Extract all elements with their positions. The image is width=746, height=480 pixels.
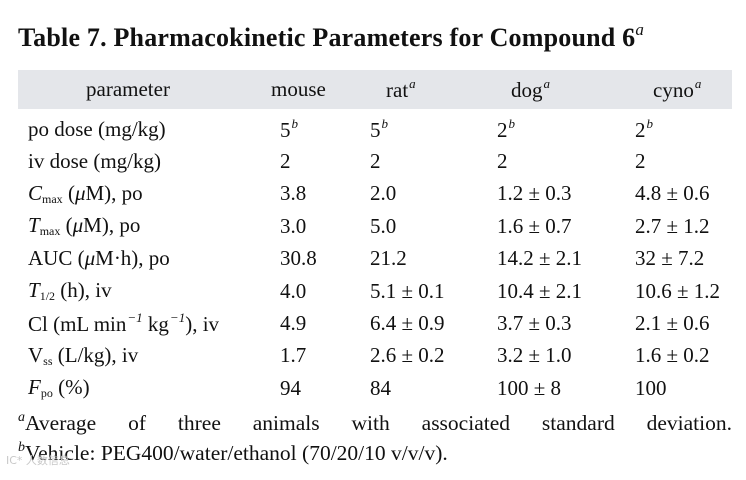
table-row: T1/2 (h), iv 4.0 5.1 ± 0.1 10.4 ± 2.1 10.6 ±… xyxy=(18,275,732,307)
value-cell: 94 xyxy=(280,375,301,400)
value-cell: 3.0 xyxy=(280,213,307,238)
value-cell: 1.7 xyxy=(280,343,307,368)
value-cell: 1.6 ± 0.7 xyxy=(497,213,572,238)
value-cell: 100 xyxy=(635,375,667,400)
value-cell: 5b xyxy=(370,115,388,142)
table-row: Cl (mL min−1 kg−1), iv 4.9 6.4 ± 0.9 3.7 ± … xyxy=(18,307,732,339)
value-cell: 2 xyxy=(370,149,381,174)
value-cell: 3.2 ± 1.0 xyxy=(497,343,572,368)
col-header-rat: rata xyxy=(386,76,416,102)
value-cell: 5.1 ± 0.1 xyxy=(370,278,445,303)
value-cell: 5.0 xyxy=(370,213,397,238)
watermark: IC* 人数信息 xyxy=(6,454,70,467)
value-cell: 2b xyxy=(497,115,515,142)
value-cell: 2 xyxy=(635,149,646,174)
table-row: Vss (L/kg), iv 1.7 2.6 ± 0.2 3.2 ± 1.0 1.6 ±… xyxy=(18,340,732,372)
param-cell: Tmax (μM), po xyxy=(28,213,141,239)
value-cell: 2 xyxy=(280,149,291,174)
table-row: AUC (μM·h), po 30.8 21.2 14.2 ± 2.1 32 ± 7.2 xyxy=(18,243,732,275)
value-cell: 2.1 ± 0.6 xyxy=(635,311,710,336)
value-cell: 84 xyxy=(370,375,391,400)
param-cell: Vss (L/kg), iv xyxy=(28,342,139,368)
value-cell: 6.4 ± 0.9 xyxy=(370,311,445,336)
pk-table: parameter mouse rata doga cynoa po dose … xyxy=(18,70,732,405)
value-cell: 2.6 ± 0.2 xyxy=(370,343,445,368)
param-cell: AUC (μM·h), po xyxy=(28,246,170,271)
col-header-dog: doga xyxy=(511,76,550,102)
table-title-text: Table 7. Pharmacokinetic Parameters for … xyxy=(18,23,636,52)
param-cell: Fpo (%) xyxy=(28,375,90,401)
table-title: Table 7. Pharmacokinetic Parameters for … xyxy=(18,20,644,53)
table-header: parameter mouse rata doga cynoa xyxy=(18,70,732,109)
value-cell: 5b xyxy=(280,115,298,142)
value-cell: 2.0 xyxy=(370,181,397,206)
value-cell: 10.6 ± 1.2 xyxy=(635,278,721,303)
table-row: po dose (mg/kg) 5b 5b 2b 2b xyxy=(18,109,732,145)
param-cell: Cl (mL min−1 kg−1), iv xyxy=(28,310,220,337)
param-cell: iv dose (mg/kg) xyxy=(28,149,161,174)
table-row: Tmax (μM), po 3.0 5.0 1.6 ± 0.7 2.7 ± 1.2 xyxy=(18,210,732,242)
col-header-parameter: parameter xyxy=(86,77,170,101)
value-cell: 100 ± 8 xyxy=(497,375,562,400)
value-cell: 3.8 xyxy=(280,181,307,206)
table-row: Fpo (%) 94 84 100 ± 8 100 xyxy=(18,372,732,404)
value-cell: 4.9 xyxy=(280,311,307,336)
param-cell: po dose (mg/kg) xyxy=(28,116,166,141)
table-row: iv dose (mg/kg) 2 2 2 2 xyxy=(18,145,732,177)
footnote-b: bVehicle: PEG400/water/ethanol (70/20/10… xyxy=(18,440,448,465)
value-cell: 4.8 ± 0.6 xyxy=(635,181,710,206)
footnote-a: aAverage of three animals with associate… xyxy=(18,410,732,435)
value-cell: 21.2 xyxy=(370,246,407,271)
value-cell: 10.4 ± 2.1 xyxy=(497,278,583,303)
table-body: po dose (mg/kg) 5b 5b 2b 2b iv dose (mg/kg) 2 2… xyxy=(18,109,732,405)
value-cell: 4.0 xyxy=(280,278,307,303)
param-cell: Cmax (μM), po xyxy=(28,180,143,206)
table-row: Cmax (μM), po 3.8 2.0 1.2 ± 0.3 4.8 ± 0.6 xyxy=(18,178,732,210)
col-header-mouse: mouse xyxy=(271,77,326,101)
value-cell: 1.2 ± 0.3 xyxy=(497,181,572,206)
table-footnotes: aAverage of three animals with associate… xyxy=(18,410,732,470)
value-cell: 2 xyxy=(497,149,508,174)
value-cell: 2.7 ± 1.2 xyxy=(635,213,710,238)
title-footnote-mark: a xyxy=(635,20,645,39)
value-cell: 30.8 xyxy=(280,246,317,271)
header-row: parameter mouse rata doga cynoa xyxy=(18,70,732,109)
col-header-cyno: cynoa xyxy=(653,76,702,102)
value-cell: 3.7 ± 0.3 xyxy=(497,311,572,336)
value-cell: 1.6 ± 0.2 xyxy=(635,343,710,368)
value-cell: 14.2 ± 2.1 xyxy=(497,246,583,271)
param-cell: T1/2 (h), iv xyxy=(28,278,112,304)
value-cell: 2b xyxy=(635,115,653,142)
value-cell: 32 ± 7.2 xyxy=(635,246,705,271)
